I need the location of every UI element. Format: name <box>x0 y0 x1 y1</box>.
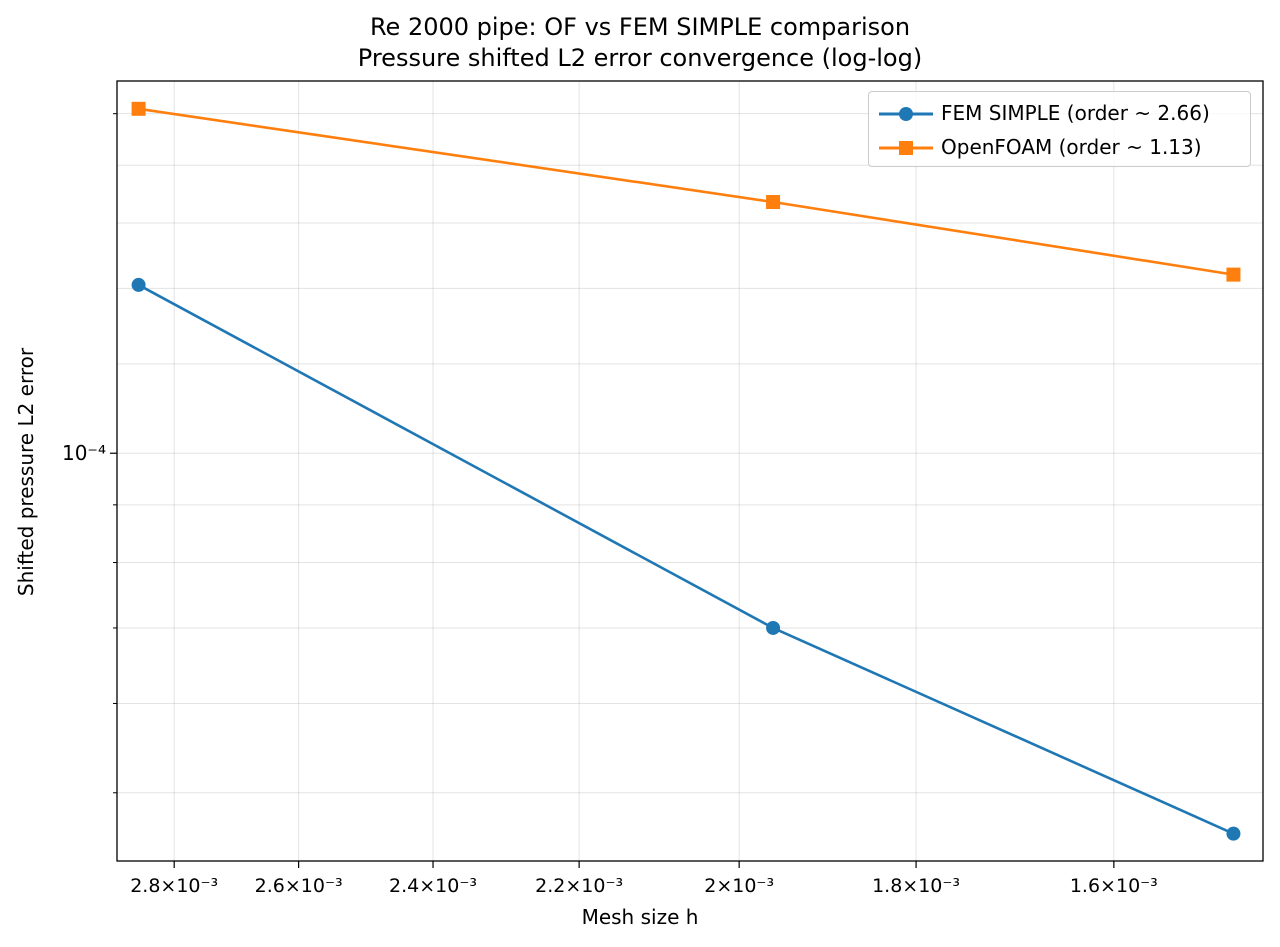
grid-lines <box>117 81 1263 861</box>
series-line <box>137 283 1234 835</box>
chart-subtitle: Pressure shifted L2 error convergence (l… <box>357 44 923 72</box>
x-tick-label: 2.4×10⁻³ <box>389 875 477 897</box>
legend-circle-marker <box>899 107 913 121</box>
x-tick-label: 2.6×10⁻³ <box>255 875 343 897</box>
x-tick-label: 2.8×10⁻³ <box>130 875 218 897</box>
data-point-circle <box>1226 826 1241 841</box>
x-tick-label: 2×10⁻³ <box>704 875 774 897</box>
data-point-square <box>1226 267 1241 282</box>
axis-ticks: 2.8×10⁻³ 2.6×10⁻³ 2.4×10⁻³ 2.2×10⁻³ 2×10⁻³ 1.… <box>62 113 1158 897</box>
x-tick-label: 1.8×10⁻³ <box>872 875 960 897</box>
legend-item-fem: FEM SIMPLE (order ~ 2.66) <box>869 98 1250 128</box>
legend-item-openfoam: OpenFOAM (order ~ 1.13) <box>869 132 1250 162</box>
legend-marker-fem <box>879 107 933 121</box>
series-lines <box>131 101 1241 841</box>
y-axis-label: Shifted pressure L2 error <box>14 347 38 597</box>
data-point-circle <box>131 277 146 292</box>
chart-title: Re 2000 pipe: OF vs FEM SIMPLE compariso… <box>369 13 911 41</box>
data-point-square <box>131 101 146 116</box>
legend-label-fem: FEM SIMPLE (order ~ 2.66) <box>941 101 1210 125</box>
y-tick-label: 10⁻⁴ <box>62 441 106 465</box>
data-point-circle <box>766 620 781 635</box>
data-point-square <box>766 195 781 210</box>
axes-frame <box>116 80 1264 862</box>
x-axis-label: Mesh size h <box>581 905 699 929</box>
legend-square-marker <box>899 141 913 155</box>
legend-label-openfoam: OpenFOAM (order ~ 1.13) <box>941 135 1202 159</box>
x-tick-label: 1.6×10⁻³ <box>1070 875 1158 897</box>
legend-marker-openfoam <box>879 141 933 155</box>
x-tick-label: 2.2×10⁻³ <box>535 875 623 897</box>
legend: FEM SIMPLE (order ~ 2.66) OpenFOAM (orde… <box>868 91 1251 167</box>
